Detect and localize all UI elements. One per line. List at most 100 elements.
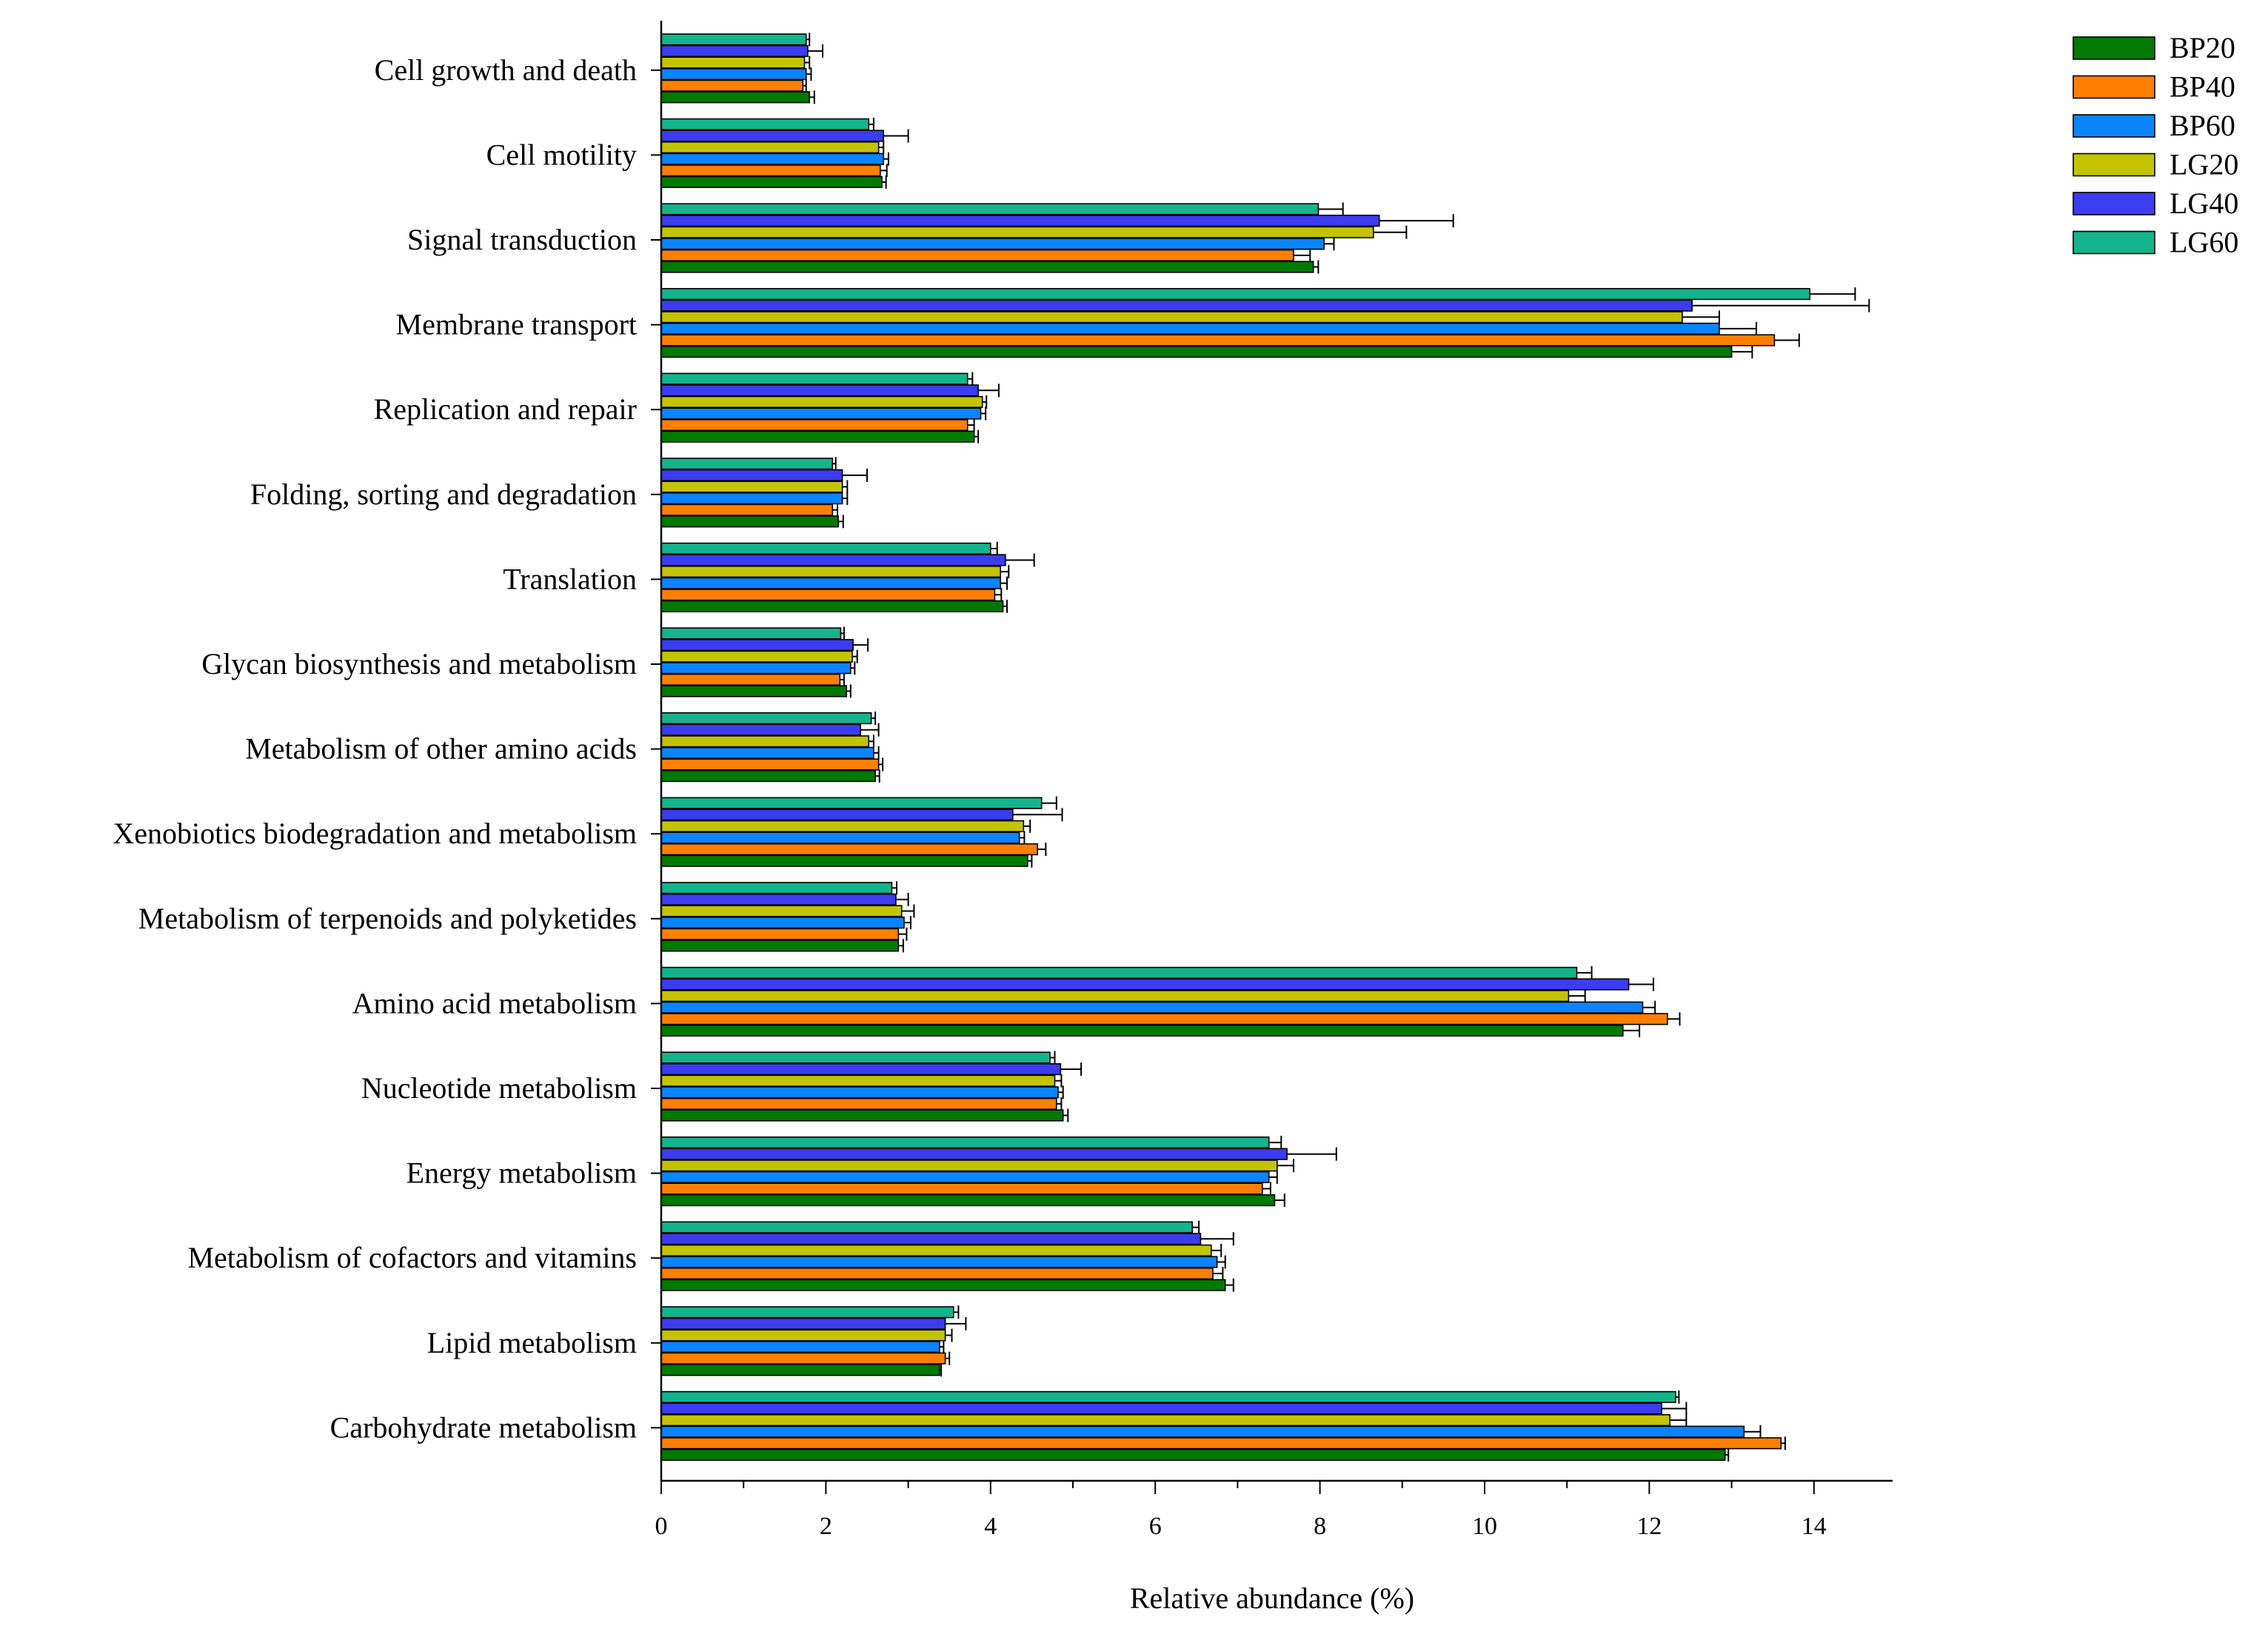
legend-label-lg60: LG60 xyxy=(2170,226,2238,259)
category-label: Metabolism of cofactors and vitamins xyxy=(187,1241,637,1274)
bar-lg60-4 xyxy=(660,372,969,385)
bar-bp20-1 xyxy=(660,175,883,189)
bar-lg20-1 xyxy=(660,141,880,154)
bar-lg20-5 xyxy=(660,481,843,493)
bar-lg40-13 xyxy=(660,1148,1288,1160)
bar-lg20-0 xyxy=(660,56,806,69)
bar-bp20-14 xyxy=(660,1279,1226,1291)
bar-bp60-14 xyxy=(660,1256,1218,1268)
legend-swatch-lg60 xyxy=(2073,230,2155,255)
bar-lg40-2 xyxy=(660,214,1380,227)
bar-bp40-1 xyxy=(660,164,881,177)
bar-bp20-10 xyxy=(660,940,900,952)
bar-lg60-3 xyxy=(660,287,1810,301)
bar-bp60-16 xyxy=(660,1425,1745,1438)
bar-bp20-15 xyxy=(660,1364,940,1376)
category-label: Metabolism of other amino acids xyxy=(245,732,637,766)
category-label: Nucleotide metabolism xyxy=(361,1071,637,1105)
bar-lg60-13 xyxy=(660,1136,1270,1149)
bar-bp40-15 xyxy=(660,1352,946,1365)
bar-lg20-14 xyxy=(660,1244,1212,1256)
bar-bp60-13 xyxy=(660,1171,1270,1183)
bar-lg40-0 xyxy=(660,44,809,57)
bar-lg40-15 xyxy=(660,1317,946,1330)
category-label: Glycan biosynthesis and metabolism xyxy=(201,647,637,680)
bar-bp60-11 xyxy=(660,1001,1644,1014)
bar-bp60-4 xyxy=(660,407,982,420)
bar-lg20-13 xyxy=(660,1159,1278,1172)
bar-bp40-13 xyxy=(660,1182,1263,1195)
bar-lg40-9 xyxy=(660,809,1014,821)
bar-lg60-7 xyxy=(660,627,842,640)
bar-lg40-14 xyxy=(660,1233,1202,1245)
bar-lg60-5 xyxy=(660,458,834,470)
bar-bp60-2 xyxy=(660,238,1325,250)
bar-bp60-10 xyxy=(660,917,905,929)
bar-bp40-5 xyxy=(660,503,834,516)
legend: BP20 BP40 BP60 LG20 LG40 LG60 xyxy=(2073,31,2238,259)
bar-lg20-8 xyxy=(660,735,870,748)
category-label: Folding, sorting and degradation xyxy=(250,478,637,511)
bar-lg20-4 xyxy=(660,395,983,408)
bar-bp40-11 xyxy=(660,1013,1668,1025)
bar-lg60-14 xyxy=(660,1221,1194,1233)
bar-bp20-6 xyxy=(660,600,1004,612)
bar-bp60-7 xyxy=(660,662,852,674)
legend-swatch-bp20 xyxy=(2073,36,2155,60)
bar-bp40-0 xyxy=(660,79,804,92)
bar-lg60-10 xyxy=(660,882,893,894)
bar-lg60-12 xyxy=(660,1051,1051,1064)
bar-lg20-2 xyxy=(660,226,1374,238)
bar-bp60-12 xyxy=(660,1086,1059,1099)
x-tick-label: 2 xyxy=(820,1513,832,1540)
bar-lg60-6 xyxy=(660,542,991,555)
bar-bp20-16 xyxy=(660,1448,1726,1461)
bar-bp20-0 xyxy=(660,91,810,104)
bar-lg40-1 xyxy=(660,130,885,142)
bar-bp40-6 xyxy=(660,589,996,601)
bar-lg40-11 xyxy=(660,978,1630,991)
legend-label-lg40: LG40 xyxy=(2170,187,2238,220)
category-label: Cell growth and death xyxy=(375,53,637,87)
bar-bp20-3 xyxy=(660,345,1733,358)
legend-label-bp40: BP40 xyxy=(2170,70,2235,104)
bar-bp60-3 xyxy=(660,322,1720,335)
bar-bp40-7 xyxy=(660,673,841,686)
category-label: Lipid metabolism xyxy=(427,1326,637,1359)
category-label: Carbohydrate metabolism xyxy=(330,1410,637,1444)
bar-bp40-3 xyxy=(660,334,1776,347)
bar-lg60-1 xyxy=(660,118,870,131)
bar-bp60-8 xyxy=(660,746,874,759)
bar-bp60-6 xyxy=(660,577,1001,589)
bar-bp20-13 xyxy=(660,1194,1276,1207)
axes-layer xyxy=(651,21,1893,1494)
bar-bp60-15 xyxy=(660,1341,940,1353)
category-label: Xenobiotics biodegradation and metabolis… xyxy=(113,817,637,850)
category-label: Translation xyxy=(503,562,637,595)
x-tick-label: 4 xyxy=(984,1513,997,1540)
bar-bp40-9 xyxy=(660,843,1039,856)
x-tick-label: 14 xyxy=(1802,1513,1827,1540)
bar-bp20-4 xyxy=(660,430,975,443)
bar-lg40-8 xyxy=(660,723,861,736)
bars-layer xyxy=(660,33,1870,1462)
x-tick-label: 0 xyxy=(655,1513,668,1540)
x-tick-label: 8 xyxy=(1314,1513,1326,1540)
x-tick-label: 12 xyxy=(1636,1513,1662,1540)
bar-lg20-3 xyxy=(660,311,1683,324)
bar-lg20-7 xyxy=(660,650,853,663)
bar-lg60-11 xyxy=(660,966,1578,979)
legend-label-bp20: BP20 xyxy=(2170,31,2235,64)
category-label: Signal transduction xyxy=(407,223,637,256)
category-label: Replication and repair xyxy=(374,392,637,426)
category-label: Membrane transport xyxy=(396,308,637,341)
bar-bp20-7 xyxy=(660,685,847,697)
bar-lg20-6 xyxy=(660,565,1001,578)
bar-lg20-16 xyxy=(660,1414,1670,1427)
bar-bp60-1 xyxy=(660,153,885,165)
bar-lg20-15 xyxy=(660,1329,946,1342)
bar-lg20-11 xyxy=(660,990,1570,1002)
bar-bp20-5 xyxy=(660,515,839,528)
bar-lg60-8 xyxy=(660,712,872,725)
